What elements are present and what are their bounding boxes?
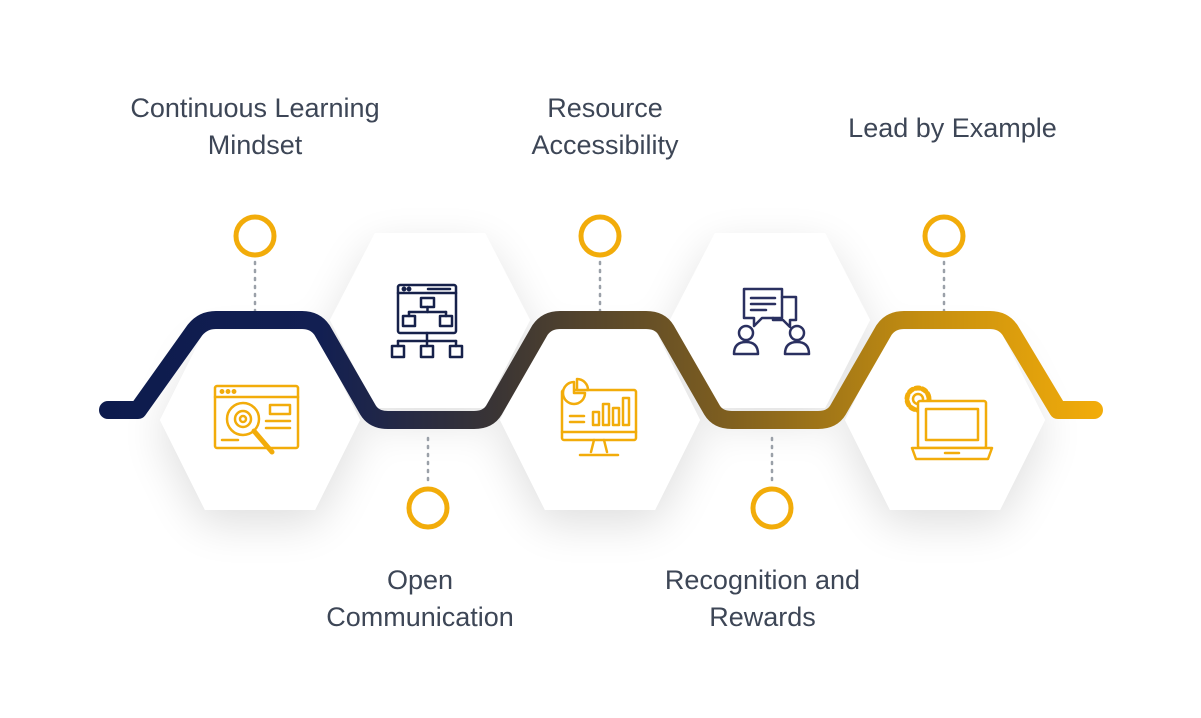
analytics-monitor-icon xyxy=(560,377,638,457)
step-1-line-1: Continuous Learning xyxy=(130,93,380,123)
chat-people-icon xyxy=(732,287,811,356)
hexagon-backgrounds xyxy=(160,233,1045,510)
sitemap-icon xyxy=(390,283,464,359)
laptop-settings-icon xyxy=(904,385,994,461)
wave-line xyxy=(99,311,1103,429)
step-label-1: Continuous Learning Mindset xyxy=(100,90,410,164)
step-4-line-1: Recognition and xyxy=(664,565,861,595)
ring-marker-1 xyxy=(233,214,277,258)
step-3-line-2: Accessibility xyxy=(531,130,679,160)
ring-marker-3 xyxy=(578,214,622,258)
step-label-4: Recognition and Rewards xyxy=(620,562,905,636)
ring-markers xyxy=(233,214,966,530)
step-5-line-1: Lead by Example xyxy=(848,113,1057,143)
step-label-3: Resource Accessibility xyxy=(475,90,735,164)
step-label-5: Lead by Example xyxy=(810,110,1095,147)
step-3-line-1: Resource xyxy=(547,93,663,123)
step-1-line-2: Mindset xyxy=(207,130,303,160)
step-2-line-1: Open xyxy=(386,565,454,595)
ring-marker-2 xyxy=(406,486,450,530)
ring-marker-5 xyxy=(922,214,966,258)
ring-marker-4 xyxy=(750,486,794,530)
web-search-settings-icon xyxy=(213,384,300,455)
dotted-connectors xyxy=(253,260,946,487)
step-label-2: Open Communication xyxy=(290,562,550,636)
hexagon-4 xyxy=(670,233,870,408)
step-4-line-2: Rewards xyxy=(709,602,816,632)
step-2-line-2: Communication xyxy=(326,602,514,632)
hexagon-2 xyxy=(330,233,530,408)
